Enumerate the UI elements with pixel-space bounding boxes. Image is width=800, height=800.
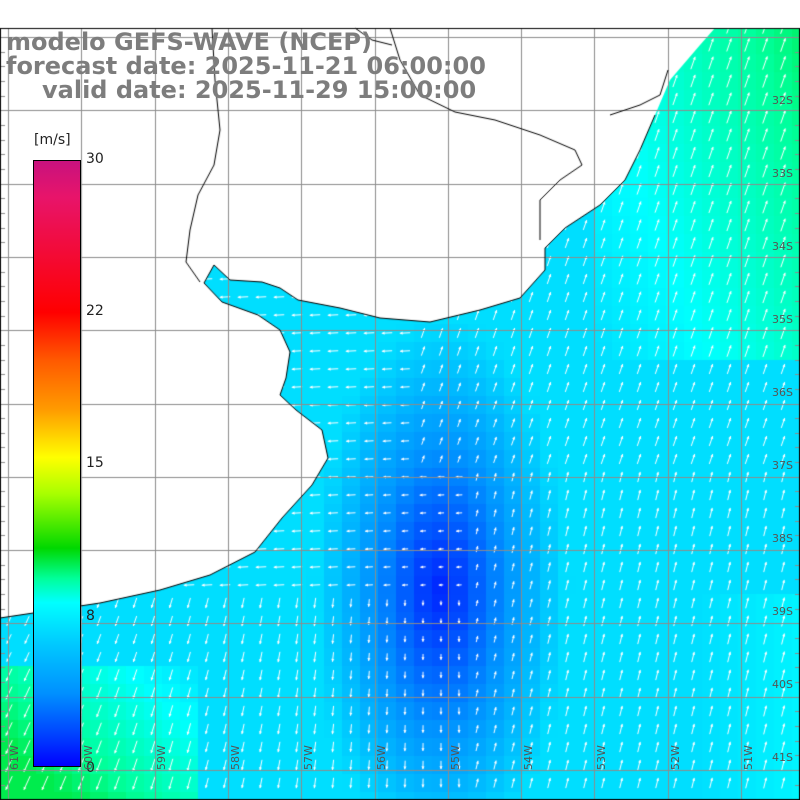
colorbar-tick-0: 0: [86, 760, 95, 776]
lon-label: 60W: [82, 745, 95, 770]
lon-label: 58W: [229, 745, 242, 770]
lat-label: 34S: [772, 240, 793, 253]
colorbar-tick-30: 30: [86, 151, 104, 167]
lat-label: 41S: [772, 751, 793, 764]
lon-label: 59W: [155, 745, 168, 770]
lon-label: 52W: [669, 745, 682, 770]
lon-label: 61W: [8, 745, 21, 770]
lat-label: 36S: [772, 386, 793, 399]
lon-label: 54W: [522, 745, 535, 770]
colorbar-tick-15: 15: [86, 455, 104, 471]
forecast-date: forecast date: 2025-11-21 06:00:00: [6, 52, 486, 80]
lon-label: 56W: [375, 745, 388, 770]
lon-label: 57W: [302, 745, 315, 770]
lon-label: 53W: [595, 745, 608, 770]
colorbar-tick-22: 22: [86, 303, 104, 319]
lon-label: 55W: [449, 745, 462, 770]
lat-label: 40S: [772, 678, 793, 691]
valid-date: valid date: 2025-11-29 15:00:00: [42, 76, 477, 104]
colorbar: [33, 160, 81, 767]
colorbar-unit: [m/s]: [34, 132, 71, 148]
model-title: modelo GEFS-WAVE (NCEP): [6, 28, 372, 56]
colorbar-tick-8: 8: [86, 608, 95, 624]
lat-label: 35S: [772, 313, 793, 326]
lat-label: 38S: [772, 532, 793, 545]
lon-label: 51W: [742, 745, 755, 770]
lat-label: 37S: [772, 459, 793, 472]
title-block: modelo GEFS-WAVE (NCEP) forecast date: 2…: [6, 30, 486, 102]
lat-label: 33S: [772, 167, 793, 180]
lat-label: 39S: [772, 605, 793, 618]
lat-label: 32S: [772, 94, 793, 107]
